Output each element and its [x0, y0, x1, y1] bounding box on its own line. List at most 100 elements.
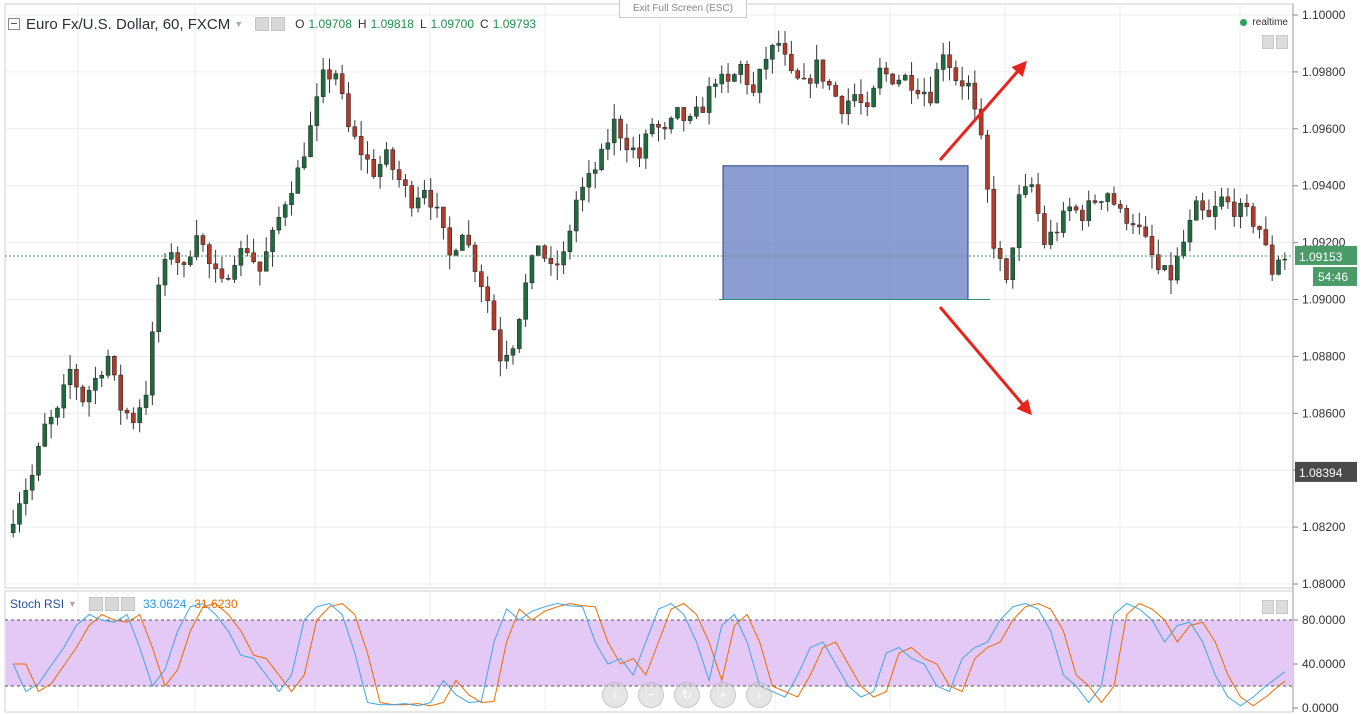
candle-body: [846, 100, 851, 115]
candle-body: [1035, 184, 1041, 214]
candle-body: [1269, 244, 1275, 275]
marker-price-badge: [1295, 461, 1357, 482]
candle-body: [1181, 241, 1186, 257]
scroll-left-button[interactable]: ‹: [602, 682, 628, 708]
candle-body: [839, 96, 845, 115]
candle-body: [877, 67, 883, 89]
scroll-right-button[interactable]: ›: [746, 682, 772, 708]
candle-body: [833, 84, 838, 97]
candle-body: [529, 255, 535, 284]
candle-body: [947, 54, 952, 68]
chevron-down-icon[interactable]: ▼: [234, 19, 244, 29]
current-price-label: 1.09153: [1299, 250, 1343, 264]
candle-body: [972, 82, 978, 110]
candle-body: [1130, 223, 1136, 226]
price-tick-label: 1.08600: [1302, 406, 1346, 420]
candle-body: [453, 250, 459, 256]
candle-body: [668, 117, 674, 130]
candle-body: [1193, 200, 1199, 221]
candle-body: [314, 96, 320, 126]
zoom-in-button[interactable]: +: [710, 682, 736, 708]
settings-icon[interactable]: [255, 17, 270, 31]
breakout-down-arrow: [938, 306, 1032, 416]
candle-body: [460, 234, 465, 251]
candle-body: [649, 123, 655, 135]
close-icon[interactable]: [271, 17, 286, 31]
candle-body: [808, 78, 813, 84]
pane-down-icon[interactable]: [1276, 600, 1288, 614]
candle-body: [1118, 204, 1123, 209]
candle-body: [270, 229, 275, 252]
candle-body: [1010, 247, 1016, 280]
candle-body: [1149, 236, 1155, 255]
scale-lock-icon[interactable]: [1262, 35, 1274, 49]
settings-icon[interactable]: [104, 597, 119, 611]
candle-body: [554, 263, 560, 266]
pane-up-icon[interactable]: [1262, 600, 1274, 614]
candle-body: [358, 136, 364, 156]
candle-body: [1124, 208, 1129, 224]
stoch-tick-label: 80.0000: [1302, 613, 1346, 627]
candle-body: [656, 123, 661, 128]
ohlc-values: O 1.09708 H 1.09818 L 1.09700 C 1.09793: [295, 17, 542, 31]
status-dot-icon: [1240, 19, 1248, 26]
candle-body: [118, 374, 123, 411]
candle-body: [498, 329, 503, 362]
candle-body: [871, 87, 876, 107]
candle-body: [1143, 226, 1148, 237]
candle-body: [694, 106, 699, 117]
candle-body: [997, 248, 1003, 259]
marker-price-label: 1.08394: [1299, 466, 1343, 480]
candle-body: [814, 59, 819, 84]
realtime-indicator: realtime: [1240, 17, 1288, 28]
candle-body: [795, 70, 800, 79]
symbol-title[interactable]: Euro Fx/U.S. Dollar, 60, FXCM: [26, 15, 231, 33]
exit-fullscreen-button[interactable]: Exit Full Screen (ESC): [619, 0, 747, 18]
candle-body: [1092, 200, 1098, 203]
chart-navigation: ‹ − ↻ + ›: [602, 682, 782, 708]
candle-body: [1168, 265, 1174, 281]
candle-body: [940, 54, 946, 70]
scale-mode-icon[interactable]: [1276, 35, 1288, 49]
stoch-name[interactable]: Stoch RSI: [10, 597, 65, 611]
candle-body: [99, 375, 105, 379]
zoom-out-button[interactable]: −: [638, 682, 664, 708]
candle-body: [308, 125, 313, 158]
candle-body: [1099, 201, 1104, 203]
candle-body: [17, 503, 22, 525]
candle-body: [105, 355, 111, 376]
candle-body: [915, 90, 921, 95]
candle-body: [1048, 231, 1054, 245]
candle-body: [124, 410, 130, 414]
range-box: [722, 165, 969, 300]
close-icon[interactable]: [120, 597, 135, 611]
candle-body: [921, 91, 927, 95]
candle-body: [985, 134, 990, 190]
candle-body: [624, 137, 630, 151]
eye-icon[interactable]: [88, 597, 103, 611]
candle-body: [706, 86, 712, 113]
ohlc-value-l: 1.09700: [430, 17, 475, 31]
candle-body: [662, 127, 668, 130]
candle-body: [150, 331, 155, 396]
candle-body: [384, 149, 389, 165]
candle-body: [327, 69, 332, 80]
candle-body: [605, 142, 611, 150]
candle-body: [523, 282, 528, 320]
collapse-icon[interactable]: [8, 18, 20, 30]
chart-legend: Euro Fx/U.S. Dollar, 60, FXCM ▼ O 1.09708…: [8, 13, 542, 35]
candle-body: [282, 204, 288, 218]
candle-body: [295, 167, 301, 194]
candle-body: [1054, 231, 1060, 234]
candle-body: [1257, 226, 1262, 230]
reset-button[interactable]: ↻: [674, 682, 700, 708]
chevron-down-icon[interactable]: ▼: [68, 599, 77, 609]
candle-body: [618, 118, 623, 139]
candle-body: [934, 69, 940, 104]
candle-body: [339, 73, 345, 94]
candle-body: [112, 355, 117, 376]
candle-body: [1162, 265, 1167, 270]
candle-body: [1175, 255, 1180, 281]
candle-body: [346, 93, 351, 127]
candle-body: [681, 107, 687, 121]
